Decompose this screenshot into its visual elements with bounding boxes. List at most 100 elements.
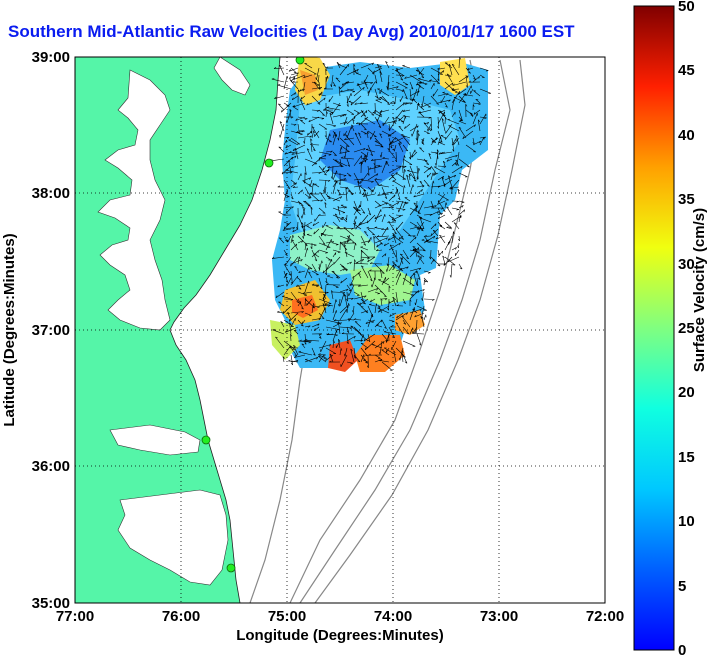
velocity-vector [360, 109, 367, 117]
velocity-arrowhead [314, 259, 318, 262]
velocity-arrowhead [426, 122, 430, 125]
y-axis-label: Latitude (Degrees:Minutes) [1, 233, 18, 426]
velocity-arrowhead [335, 77, 339, 79]
velocity-vector [402, 81, 409, 86]
velocity-arrowhead [360, 339, 363, 342]
velocity-arrowhead [439, 234, 442, 237]
velocity-arrowhead [390, 101, 393, 104]
velocity-vector [297, 319, 304, 327]
velocity-arrowhead [333, 125, 336, 127]
velocity-arrowhead [331, 271, 335, 273]
velocity-arrowhead [455, 159, 458, 162]
velocity-arrowhead [352, 275, 354, 279]
velocity-vector [292, 144, 306, 151]
velocity-vector [311, 126, 320, 139]
velocity-vector [381, 277, 386, 286]
velocity-arrowhead [292, 229, 295, 233]
velocity-vector [392, 117, 397, 125]
velocity-arrowhead [377, 64, 380, 67]
velocity-vector [287, 235, 292, 243]
velocity-vector [346, 69, 359, 76]
velocity-vector [385, 61, 390, 69]
velocity-vector [318, 354, 327, 356]
velocity-vector [363, 189, 369, 202]
velocity-vector [304, 165, 307, 175]
velocity-vector [430, 180, 434, 195]
velocity-arrowhead [418, 111, 422, 113]
velocity-arrowhead [391, 206, 394, 209]
velocity-arrowhead [304, 118, 308, 120]
velocity-arrowhead [383, 295, 387, 297]
velocity-arrowhead [322, 270, 325, 274]
velocity-arrowhead [360, 306, 364, 308]
velocity-arrowhead [337, 206, 340, 209]
velocity-vector [430, 67, 443, 75]
velocity-vector [374, 179, 383, 181]
velocity-arrowhead [326, 111, 328, 114]
velocity-vector [376, 235, 390, 238]
velocity-arrowhead [445, 202, 448, 205]
velocity-arrowhead [374, 216, 377, 219]
velocity-arrowhead [354, 132, 358, 135]
velocity-arrowhead [413, 332, 416, 334]
velocity-arrowhead [469, 112, 473, 115]
velocity-vector [341, 265, 348, 272]
velocity-vector [392, 235, 404, 244]
velocity-vector [462, 130, 474, 140]
velocity-arrowhead [466, 75, 469, 79]
velocity-arrowhead [392, 336, 395, 339]
velocity-vector [422, 137, 425, 144]
velocity-vector [290, 347, 298, 357]
velocity-vector [278, 146, 285, 153]
velocity-vector [369, 165, 383, 170]
velocity-arrowhead [317, 103, 321, 105]
velocity-arrowhead [325, 281, 328, 284]
velocity-vector [475, 99, 481, 104]
velocity-arrowhead [363, 194, 366, 197]
station-marker [226, 563, 236, 573]
velocity-arrowhead [398, 197, 401, 201]
velocity-arrowhead [271, 78, 275, 80]
velocity-vector [318, 207, 326, 214]
velocity-vector [311, 81, 320, 86]
velocity-vector [409, 249, 420, 253]
velocity-vector [458, 263, 463, 270]
velocity-arrowhead [385, 202, 388, 205]
velocity-arrowhead [454, 175, 457, 178]
velocity-arrowhead [368, 213, 371, 216]
velocity-arrowhead [360, 334, 363, 336]
velocity-vector [479, 116, 487, 119]
velocity-arrowhead [363, 148, 366, 151]
velocity-vector [458, 57, 460, 69]
velocity-vector [318, 260, 323, 272]
velocity-vector [339, 288, 349, 293]
velocity-arrowhead [338, 339, 341, 342]
velocity-vector [394, 95, 397, 105]
velocity-vector [331, 271, 341, 279]
velocity-arrowhead [294, 155, 297, 159]
velocity-arrowhead [322, 298, 325, 301]
velocity-arrowhead [354, 116, 356, 120]
velocity-vector [435, 235, 446, 240]
velocity-vector [318, 312, 325, 319]
velocity-vector [332, 299, 337, 314]
velocity-arrowhead [287, 189, 289, 193]
velocity-arrowhead [281, 109, 283, 113]
velocity-vector [347, 190, 355, 195]
velocity-vector [413, 193, 425, 198]
velocity-vector [395, 267, 402, 279]
velocity-arrowhead [290, 299, 294, 301]
velocity-arrowhead [405, 149, 409, 152]
velocity-vector [423, 279, 425, 286]
velocity-arrowhead [386, 269, 388, 272]
velocity-vector [364, 340, 376, 351]
velocity-arrowhead [288, 76, 292, 79]
velocity-arrowhead [399, 166, 402, 169]
velocity-arrowhead [327, 75, 329, 79]
velocity-arrowhead [361, 192, 365, 195]
velocity-vector [302, 206, 306, 216]
velocity-arrowhead [301, 215, 303, 219]
velocity-arrowhead [372, 73, 375, 75]
velocity-arrowhead [445, 116, 447, 120]
velocity-arrowhead [400, 257, 403, 260]
